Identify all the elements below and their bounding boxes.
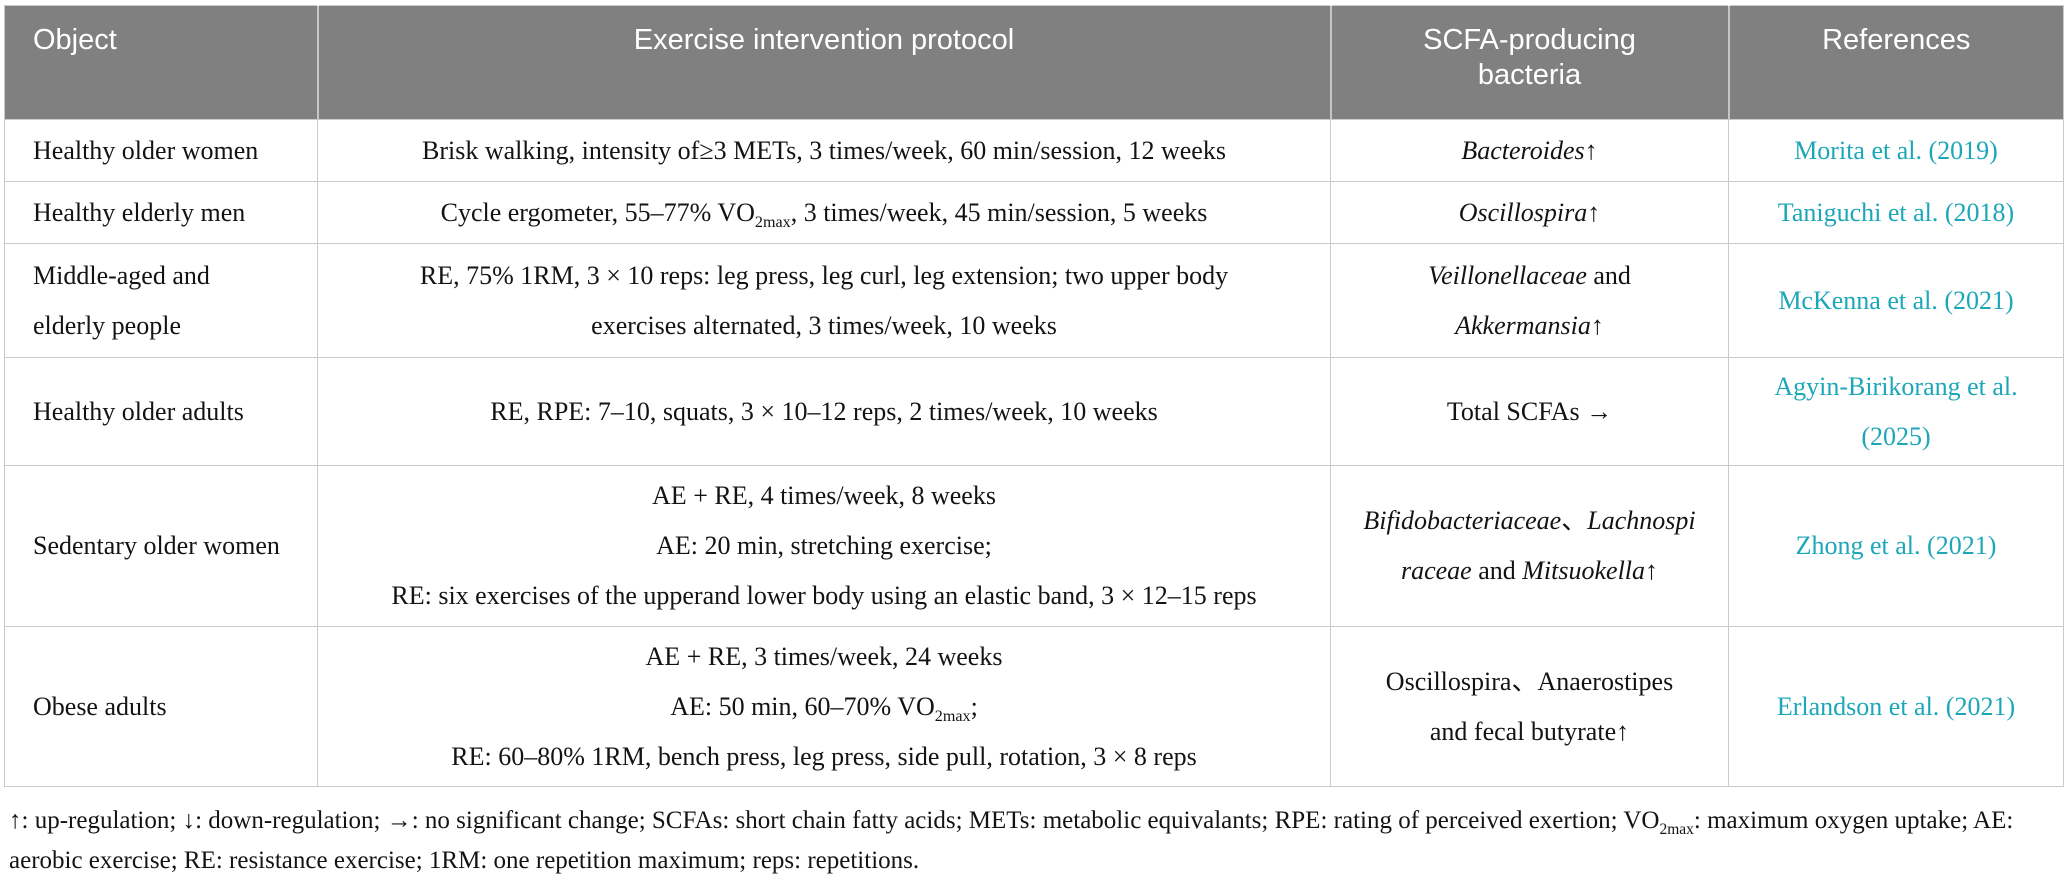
protocol-cell: Cycle ergometer, 55–77% VO2max, 3 times/… xyxy=(317,181,1331,244)
table-row: Middle-aged and elderly people RE, 75% 1RM… xyxy=(4,243,2064,358)
table-row: Healthy older women Brisk walking, intens… xyxy=(4,119,2064,182)
reference-link[interactable]: Morita et al. (2019) xyxy=(1794,135,1998,165)
table-row: Obese adults AE + RE, 3 times/week, 24 we… xyxy=(4,626,2064,787)
bacteria-cell: Veillonellaceae and Akkermansia↑ xyxy=(1330,243,1729,358)
reference-cell: Erlandson et al. (2021) xyxy=(1728,626,2064,787)
protocol-cell: AE + RE, 4 times/week, 8 weeks AE: 20 min… xyxy=(317,465,1331,627)
object-cell: Healthy older adults xyxy=(4,357,318,466)
table-row: Healthy elderly men Cycle ergometer, 55–7… xyxy=(4,181,2064,244)
reference-link[interactable]: Agyin-Birikorang et al. (2025) xyxy=(1774,371,2018,451)
reference-cell: Morita et al. (2019) xyxy=(1728,119,2064,182)
object-cell: Healthy elderly men xyxy=(4,181,318,244)
column-header-protocol: Exercise intervention protocol xyxy=(316,5,1331,120)
reference-cell: McKenna et al. (2021) xyxy=(1728,243,2064,358)
bacteria-cell: Oscillospira、Anaerostipes and fecal butyr… xyxy=(1330,626,1729,787)
column-header-object: Object xyxy=(4,5,318,120)
reference-cell: Zhong et al. (2021) xyxy=(1728,465,2064,627)
column-header-bacteria: SCFA-producing bacteria xyxy=(1329,5,1729,120)
column-header-references-label: References xyxy=(1822,24,1971,56)
object-cell: Obese adults xyxy=(4,626,318,787)
bacteria-cell: Oscillospira↑ xyxy=(1330,181,1729,244)
object-cell: Middle-aged and elderly people xyxy=(4,243,318,358)
reference-link[interactable]: Taniguchi et al. (2018) xyxy=(1777,197,2015,227)
table-body: Healthy older women Brisk walking, intens… xyxy=(4,119,2064,787)
header-row: Object Exercise intervention protocol SC… xyxy=(4,5,2064,120)
bacteria-cell: Bacteroides↑ xyxy=(1330,119,1729,182)
object-cell: Sedentary older women xyxy=(4,465,318,627)
bacteria-cell: Total SCFAs → xyxy=(1330,357,1729,466)
table-footnote: ↑: up-regulation; ↓: down-regulation; →:… xyxy=(9,807,2014,874)
reference-link[interactable]: Zhong et al. (2021) xyxy=(1795,531,1997,560)
table-row: Sedentary older women AE + RE, 4 times/we… xyxy=(4,465,2064,627)
protocol-cell: RE, RPE: 7–10, squats, 3 × 10–12 reps, 2… xyxy=(317,357,1331,466)
column-header-object-label: Object xyxy=(33,24,117,56)
object-cell: Healthy older women xyxy=(4,119,318,182)
reference-cell: Taniguchi et al. (2018) xyxy=(1728,181,2064,244)
reference-cell: Agyin-Birikorang et al. (2025) xyxy=(1728,357,2064,466)
column-header-bacteria-label: SCFA-producing bacteria xyxy=(1423,24,1636,92)
study-table: Object Exercise intervention protocol SC… xyxy=(4,5,2064,787)
column-header-references: References xyxy=(1727,5,2064,120)
reference-link[interactable]: McKenna et al. (2021) xyxy=(1778,285,2014,315)
table-row: Healthy older adults RE, RPE: 7–10, squat… xyxy=(4,357,2064,466)
protocol-cell: AE + RE, 3 times/week, 24 weeks AE: 50 mi… xyxy=(317,626,1331,787)
protocol-cell: Brisk walking, intensity of≥3 METs, 3 ti… xyxy=(317,119,1331,182)
protocol-cell: RE, 75% 1RM, 3 × 10 reps: leg press, leg… xyxy=(317,243,1331,358)
column-header-protocol-label: Exercise intervention protocol xyxy=(633,24,1015,56)
reference-link[interactable]: Erlandson et al. (2021) xyxy=(1776,691,2016,721)
bacteria-cell: Bifidobacteriaceae、Lachnospi raceae and M… xyxy=(1330,465,1729,627)
